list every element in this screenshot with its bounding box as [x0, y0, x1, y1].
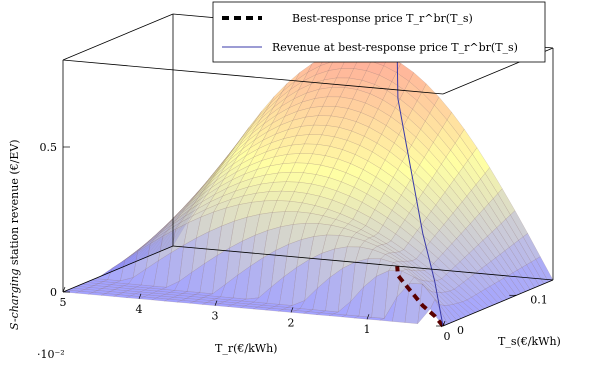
axis-tick — [214, 300, 218, 306]
y-tick-label: 0 — [457, 324, 464, 337]
z-tick-label: 0.5 — [40, 141, 58, 154]
surface-mesh — [62, 49, 554, 327]
x-tick-label: 4 — [136, 303, 143, 316]
axis-box-edge — [62, 13, 174, 61]
x-tick-label: 1 — [364, 323, 371, 336]
axis-box-edge — [62, 59, 444, 95]
legend-label-revenue: Revenue at best-response price T_r^br(T_… — [272, 41, 518, 54]
x-tick-label: 3 — [212, 310, 219, 323]
x-tick-label: 0 — [444, 330, 451, 343]
z-axis-title-rest: station revenue (€/EV) — [8, 139, 21, 268]
axis-tick — [290, 307, 294, 313]
y-axis-title: T_s(€/kWh) — [498, 335, 561, 348]
axis-box-edge — [442, 279, 554, 327]
x-axis-title: T_r(€/kWh) — [215, 342, 277, 355]
z-axis-title-italic: S-charging — [8, 269, 21, 330]
axis-tick — [442, 320, 446, 327]
z-axis-title: S-charging station revenue (€/EV) — [8, 139, 21, 330]
x-tick-label: 2 — [288, 316, 295, 329]
axis-box-edge — [62, 245, 174, 293]
legend: Best-response price T_r^br(T_s) Revenue … — [212, 1, 546, 63]
revenue-at-best-response-line — [396, 54, 444, 327]
axis-tick — [138, 293, 142, 299]
legend-label-best-response: Best-response price T_r^br(T_s) — [292, 12, 473, 25]
best-response-price-line — [395, 265, 445, 328]
legend-box — [212, 1, 546, 63]
axis-tick — [366, 314, 370, 320]
x-scale-label: ·10⁻² — [37, 348, 65, 361]
x-tick-label: 5 — [60, 296, 67, 309]
z-tick-label: 0 — [50, 286, 57, 299]
axis-tick — [62, 286, 66, 293]
y-tick-label: 0.1 — [530, 293, 548, 306]
series-lines — [395, 54, 445, 328]
axis-ticks — [62, 146, 517, 327]
axis-box-edge — [172, 245, 554, 281]
